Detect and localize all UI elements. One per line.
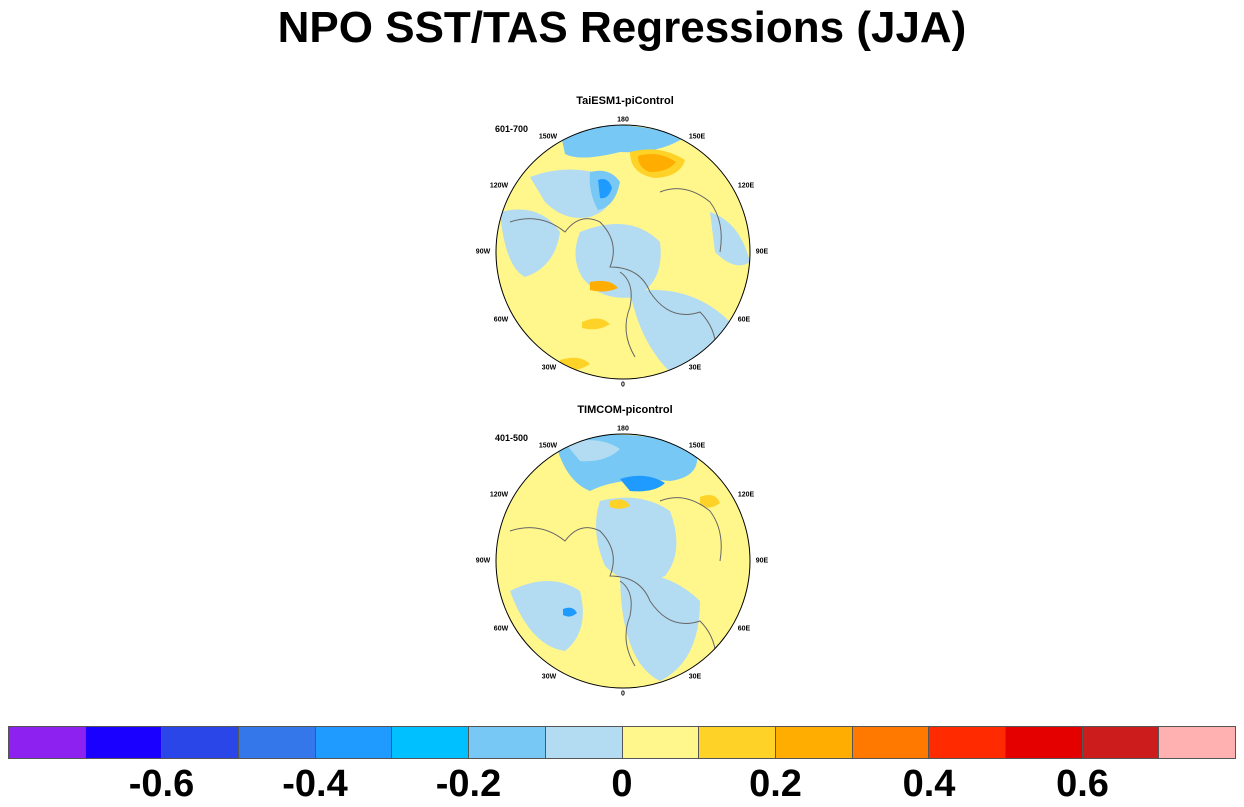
map-panel-timcom: TIMCOM-picontrol 401-500 180 150E 120E 9… [470,401,780,701]
colorbar [8,726,1236,759]
panel-title: TaiESM1-piControl [576,95,674,107]
lon-label-90e: 90E [755,557,769,565]
lon-label-0: 0 [621,690,625,698]
lon-label-60e: 60E [737,316,751,324]
lon-label-0: 0 [621,381,625,389]
colorbar-tick-label: 0.2 [749,763,802,805]
lon-label-60w: 60W [493,625,509,633]
colorbar-swatch [9,727,86,758]
colorbar-tick-label: 0.6 [1056,763,1109,805]
lon-label-90w: 90W [475,248,491,256]
colorbar-tick-label: -0.6 [128,763,195,805]
lon-label-90w: 90W [475,557,491,565]
lon-label-60w: 60W [493,316,509,324]
colorbar-swatch [545,727,623,758]
page-title: NPO SST/TAS Regressions (JJA) [277,3,967,52]
colorbar-swatch [162,727,240,758]
colorbar-swatch [622,727,700,758]
colorbar-swatch [929,727,1006,758]
period-label: 401-500 [495,433,529,443]
polar-map [495,433,751,689]
colorbar-tick-label: 0 [611,763,633,805]
lon-label-30e: 30E [688,673,702,681]
map-panel-taiesm1: TaiESM1-piControl 601-700 180 [470,92,780,392]
colorbar-swatch [1082,727,1160,758]
lon-label-120w: 120W [489,491,509,499]
period-label: 601-700 [495,124,529,134]
colorbar-swatch [775,727,853,758]
lon-label-120e: 120E [737,182,755,190]
lon-label-150e: 150E [688,133,706,141]
lon-label-150w: 150W [538,133,558,141]
lon-label-120e: 120E [737,491,755,499]
lon-label-30e: 30E [688,364,702,372]
lon-label-90e: 90E [755,248,769,256]
lon-label-150w: 150W [538,442,558,450]
lon-label-180: 180 [617,116,629,124]
lon-label-120w: 120W [489,182,509,190]
colorbar-swatch [469,727,546,758]
lon-label-30w: 30W [541,673,557,681]
panel-title: TIMCOM-picontrol [577,404,673,416]
polar-map [495,124,751,380]
colorbar-swatch [1005,727,1083,758]
colorbar-swatch [1159,727,1235,758]
colorbar-swatch [239,727,316,758]
colorbar-swatch [392,727,470,758]
colorbar-swatch [315,727,393,758]
colorbar-swatch [699,727,776,758]
lon-label-60e: 60E [737,625,751,633]
lon-label-180: 180 [617,425,629,433]
lon-label-30w: 30W [541,364,557,372]
colorbar-tick-label: 0.4 [902,763,956,805]
colorbar-tick-label: -0.2 [435,763,502,805]
colorbar-swatch [852,727,930,758]
colorbar-tick-label: -0.4 [282,763,348,805]
lon-label-150e: 150E [688,442,706,450]
colorbar-swatch [85,727,163,758]
